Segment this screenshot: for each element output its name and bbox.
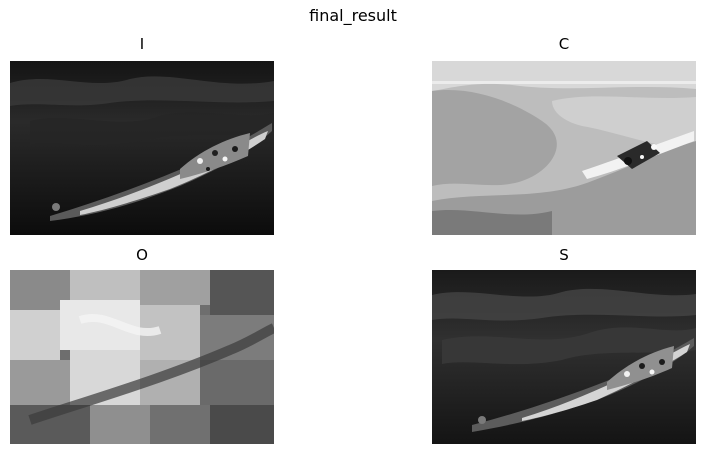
saliency-map-image [432,270,696,444]
intensity-map-graphic [10,61,274,235]
panel-title-intensity: I [139,35,145,53]
panel-title-orientation: O [136,246,148,264]
color-map-graphic [432,61,696,235]
intensity-map-image [10,61,274,235]
saliency-map-graphic [432,270,696,444]
orientation-map-image [10,270,274,444]
orientation-map-graphic [10,270,274,444]
panel-title-saliency: S [559,246,569,264]
color-map-image [432,61,696,235]
figure-title: final_result [309,6,397,25]
panel-title-color: C [558,35,570,53]
